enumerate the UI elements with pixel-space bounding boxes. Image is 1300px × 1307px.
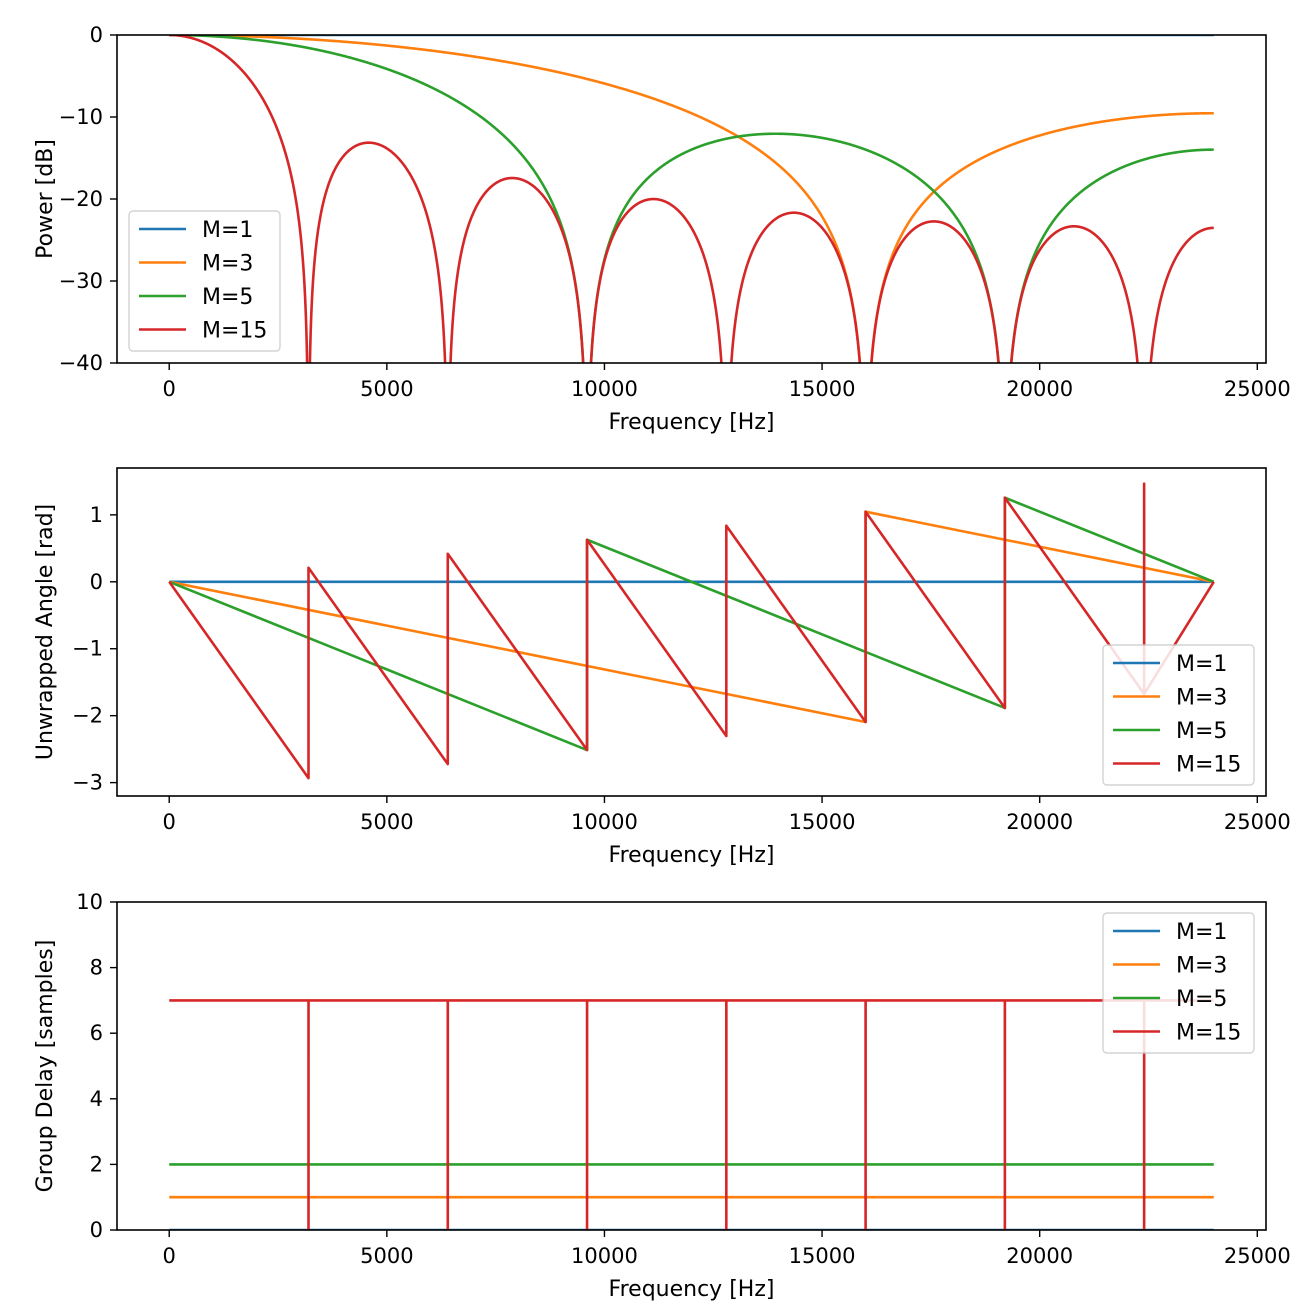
y-tick-label: 0 (90, 1218, 103, 1242)
series-line-M=15 (169, 999, 1214, 1230)
series-line-M=3 (168, 510, 1215, 724)
legend-label-M=5: M=5 (202, 285, 253, 310)
x-tick-label: 0 (163, 810, 176, 834)
chart-panel-2: 0 5000 10000 15000 20000 25000 1 0 −1 −2 −3 Frequen… (33, 467, 1291, 868)
series-line-M=5 (168, 496, 1215, 752)
y-tick-label: −30 (59, 269, 103, 293)
legend-label-M=15: M=15 (202, 319, 267, 344)
legend-box (1102, 912, 1255, 1054)
y-tick-label: 2 (90, 1152, 103, 1176)
y-tick-label: 10 (76, 890, 103, 914)
series-line-M=15 (168, 35, 1215, 363)
y-tick-label: −40 (59, 351, 103, 375)
legend-label-M=3: M=3 (202, 252, 253, 277)
y-tick-label: 0 (90, 570, 103, 594)
y-tick-label: −10 (59, 105, 103, 129)
y-tick-label: 4 (90, 1087, 103, 1111)
legend-label-M=15: M=15 (1176, 753, 1241, 778)
x-tick-label: 25000 (1224, 377, 1291, 401)
legend: M=1 M=3 M=5 M=15 (1102, 644, 1255, 786)
y-tick-label: −20 (59, 187, 103, 211)
legend-label-M=5: M=5 (1176, 987, 1227, 1012)
legend-label-M=1: M=1 (202, 218, 253, 243)
x-tick-label: 15000 (789, 1244, 856, 1268)
x-axis-label: Frequency [Hz] (609, 1277, 775, 1302)
x-tick-label: 15000 (789, 377, 856, 401)
y-axis-label: Unwrapped Angle [rad] (33, 504, 58, 760)
x-tick-label: 25000 (1224, 1244, 1291, 1268)
chart-panel-1: 0 5000 10000 15000 20000 25000 0 −10 −20 −30 −40 Fr… (33, 23, 1291, 435)
x-tick-label: 5000 (360, 377, 413, 401)
x-tick-label: 25000 (1224, 810, 1291, 834)
x-axis-label: Frequency [Hz] (609, 410, 775, 435)
chart-panel-3: 0 5000 10000 15000 20000 25000 0 2 4 6 8 10 Frequenc… (33, 890, 1291, 1302)
plot-area (169, 999, 1214, 1230)
legend-label-M=1: M=1 (1176, 920, 1227, 945)
legend-label-M=3: M=3 (1176, 686, 1227, 711)
x-tick-label: 0 (163, 1244, 176, 1268)
y-axis-label: Group Delay [samples] (33, 940, 58, 1193)
axes-frame (116, 901, 1267, 1231)
legend-label-M=15: M=15 (1176, 1021, 1241, 1046)
legend: M=1 M=3 M=5 M=15 (128, 210, 281, 352)
x-tick-label: 20000 (1006, 377, 1073, 401)
x-tick-label: 10000 (571, 810, 638, 834)
legend-label-M=5: M=5 (1176, 719, 1227, 744)
y-tick-label: −1 (72, 637, 103, 661)
x-tick-label: 10000 (571, 1244, 638, 1268)
y-tick-label: 1 (90, 503, 103, 527)
axes-frame (116, 467, 1267, 797)
legend-label-M=1: M=1 (1176, 652, 1227, 677)
x-tick-label: 5000 (360, 810, 413, 834)
y-tick-label: 0 (90, 23, 103, 47)
x-tick-label: 20000 (1006, 1244, 1073, 1268)
legend-box (1102, 644, 1255, 786)
x-tick-label: 15000 (789, 810, 856, 834)
x-tick-label: 0 (163, 377, 176, 401)
y-tick-label: −3 (72, 771, 103, 795)
legend-box (128, 210, 281, 352)
x-tick-label: 5000 (360, 1244, 413, 1268)
series-line-M=15 (168, 482, 1215, 780)
y-axis-label: Power [dB] (33, 139, 58, 259)
plot-area (168, 35, 1215, 363)
x-axis-label: Frequency [Hz] (609, 843, 775, 868)
series-line-M=3 (168, 35, 1215, 363)
plot-area (168, 482, 1215, 780)
x-tick-label: 20000 (1006, 810, 1073, 834)
legend: M=1 M=3 M=5 M=15 (1102, 912, 1255, 1054)
legend-label-M=3: M=3 (1176, 954, 1227, 979)
x-tick-label: 10000 (571, 377, 638, 401)
y-tick-label: −2 (72, 704, 103, 728)
y-tick-label: 6 (90, 1021, 103, 1045)
y-tick-label: 8 (90, 956, 103, 980)
series-line-M=5 (168, 35, 1215, 363)
axes-frame (116, 34, 1267, 364)
